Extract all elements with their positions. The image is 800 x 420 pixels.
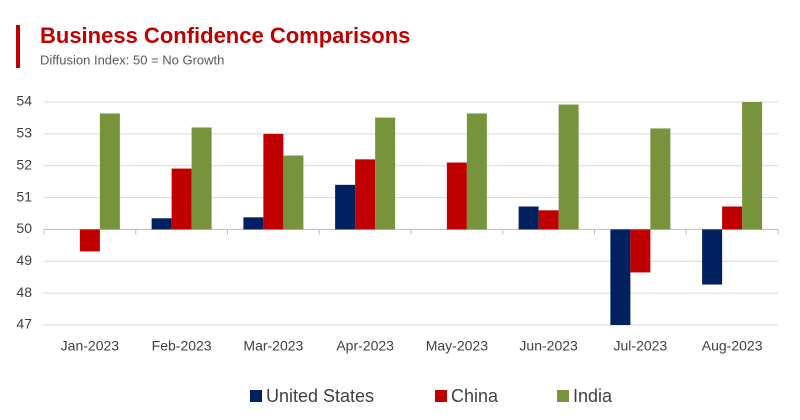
- bar: [263, 133, 284, 230]
- y-tick-label: 52: [16, 156, 32, 172]
- legend-swatch: [435, 390, 447, 402]
- bar: [446, 162, 467, 230]
- legend-label: China: [451, 386, 499, 406]
- legend-label: United States: [266, 386, 374, 406]
- bar: [558, 104, 579, 230]
- legend-label: India: [573, 386, 613, 406]
- y-tick-label: 48: [16, 284, 32, 300]
- bar: [99, 113, 120, 230]
- chart-title: Business Confidence Comparisons: [40, 23, 410, 48]
- y-tick-label: 54: [16, 93, 32, 109]
- bar: [355, 159, 376, 230]
- bar: [722, 206, 743, 230]
- x-tick-label: Jul-2023: [614, 338, 668, 354]
- x-tick-label: Aug-2023: [702, 338, 763, 354]
- bar: [79, 229, 100, 252]
- bar: [610, 229, 631, 325]
- y-tick-label: 47: [16, 316, 32, 332]
- bar: [650, 128, 671, 230]
- bar: [283, 155, 304, 230]
- bar: [466, 113, 487, 230]
- bar: [538, 210, 559, 230]
- chart-subtitle: Diffusion Index: 50 = No Growth: [40, 52, 224, 67]
- bar: [191, 127, 212, 230]
- x-tick-label: Feb-2023: [152, 338, 212, 354]
- x-tick-label: Jan-2023: [61, 338, 120, 354]
- title-accent: [16, 25, 20, 68]
- x-tick-label: Mar-2023: [243, 338, 303, 354]
- bar: [518, 206, 539, 230]
- bar: [702, 229, 723, 285]
- bar: [742, 102, 763, 230]
- y-tick-label: 49: [16, 252, 32, 268]
- x-tick-label: Apr-2023: [336, 338, 394, 354]
- y-tick-label: 53: [16, 125, 32, 141]
- x-tick-label: Jun-2023: [519, 338, 578, 354]
- bar: [151, 218, 172, 230]
- y-tick-label: 51: [16, 188, 32, 204]
- legend-swatch: [557, 390, 569, 402]
- bar: [243, 217, 264, 230]
- legend-swatch: [250, 390, 262, 402]
- bar: [375, 117, 396, 230]
- bar: [335, 184, 356, 230]
- y-tick-label: 50: [16, 220, 32, 236]
- bar: [630, 229, 651, 273]
- bar: [171, 168, 192, 230]
- x-tick-label: May-2023: [426, 338, 488, 354]
